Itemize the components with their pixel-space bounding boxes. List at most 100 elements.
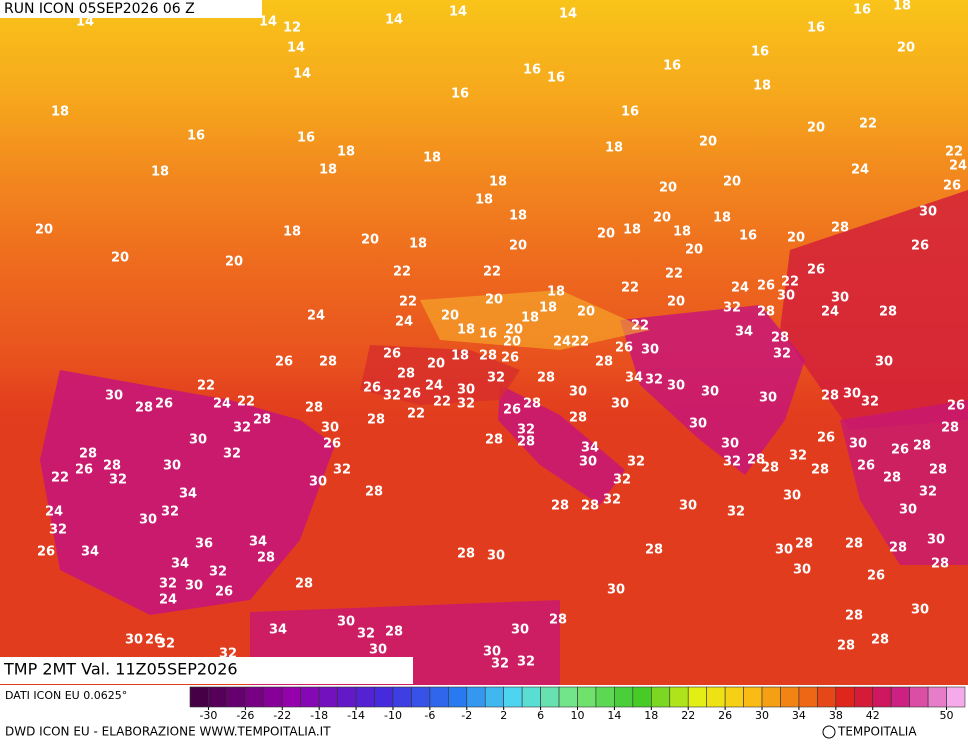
- temperature-label: 32: [603, 493, 621, 508]
- temperature-label: 16: [751, 45, 769, 60]
- temperature-label: 30: [849, 437, 867, 452]
- temperature-label: 30: [125, 633, 143, 648]
- temperature-label: 22: [51, 471, 69, 486]
- temperature-label: 24: [949, 159, 967, 174]
- temperature-label: 28: [761, 461, 779, 476]
- temperature-label: 30: [777, 289, 795, 304]
- temperature-label: 32: [491, 657, 509, 672]
- temperature-label: 32: [333, 463, 351, 478]
- temperature-label: 18: [337, 145, 355, 160]
- temperature-label: 28: [457, 547, 475, 562]
- colorbar-swatch: [614, 686, 634, 708]
- temperature-label: 28: [485, 433, 503, 448]
- colorbar-tick-label: 50: [940, 709, 954, 722]
- colorbar-tick-label: 22: [681, 709, 695, 722]
- temperature-label: 28: [871, 633, 889, 648]
- colorbar-swatch: [355, 686, 375, 708]
- temperature-label: 16: [297, 131, 315, 146]
- colorbar-tick-label: -26: [236, 709, 254, 722]
- colorbar-swatch: [540, 686, 560, 708]
- colorbar-swatch: [724, 686, 744, 708]
- temperature-label: 22: [407, 407, 425, 422]
- temperature-label: 26: [363, 381, 381, 396]
- temperature-label: 28: [795, 537, 813, 552]
- temperature-label: 14: [259, 15, 277, 30]
- temperature-label: 18: [457, 323, 475, 338]
- run-title: RUN ICON 05SEP2026 06 Z: [4, 1, 195, 17]
- temperature-label: 30: [679, 499, 697, 514]
- colorbar-swatch: [651, 686, 671, 708]
- temperature-label: 26: [943, 179, 961, 194]
- temperature-label: 20: [509, 239, 527, 254]
- temperature-label: 24: [159, 593, 177, 608]
- temperature-label: 26: [817, 431, 835, 446]
- temperature-label: 14: [449, 5, 467, 20]
- temperature-label: 22: [393, 265, 411, 280]
- colorbar: -30 -26 -22 -18 -14 -10 -6 -2 2 6 10 14 18 22 26 30 34 38…: [189, 686, 966, 722]
- temperature-label: 32: [517, 655, 535, 670]
- temperature-label: 32: [627, 455, 645, 470]
- colorbar-swatch: [521, 686, 541, 708]
- temperature-label: 28: [747, 453, 765, 468]
- temperature-label: 28: [771, 331, 789, 346]
- temperature-label: 30: [759, 391, 777, 406]
- temperature-label: 22: [665, 267, 683, 282]
- temperature-label: 16: [451, 87, 469, 102]
- temperature-label: 28: [257, 551, 275, 566]
- temperature-label: 16: [807, 21, 825, 36]
- temperature-label: 32: [487, 371, 505, 386]
- colorbar-swatch: [189, 686, 209, 708]
- colorbar-swatch: [872, 686, 892, 708]
- temperature-label: 28: [645, 543, 663, 558]
- colorbar-tick-label: 14: [607, 709, 621, 722]
- temperature-label: 28: [79, 447, 97, 462]
- temperature-label: 34: [581, 441, 599, 456]
- colorbar-swatch: [706, 686, 726, 708]
- colorbar-swatch: [503, 686, 523, 708]
- temperature-label: 30: [163, 459, 181, 474]
- temperature-label: 26: [37, 545, 55, 560]
- temperature-label: 28: [831, 221, 849, 236]
- temperature-label: 34: [269, 623, 287, 638]
- temperature-label: 28: [397, 367, 415, 382]
- temperature-label: 34: [81, 545, 99, 560]
- colorbar-tick-label: 42: [866, 709, 880, 722]
- temperature-label: 26: [911, 239, 929, 254]
- temperature-label: 30: [337, 615, 355, 630]
- temperature-label: 26: [947, 399, 965, 414]
- temperature-label: 16: [621, 105, 639, 120]
- colorbar-tick-label: -18: [310, 709, 328, 722]
- temperature-label: 26: [323, 437, 341, 452]
- temperature-label: 30: [919, 205, 937, 220]
- colorbar-swatch: [226, 686, 246, 708]
- temperature-label: 28: [757, 305, 775, 320]
- temperature-label: 30: [721, 437, 739, 452]
- temperature-label: 32: [723, 455, 741, 470]
- temperature-label: 18: [319, 163, 337, 178]
- temperature-label: 28: [385, 625, 403, 640]
- temperature-label: 28: [889, 541, 907, 556]
- temperature-label: 28: [879, 305, 897, 320]
- temperature-label: 28: [253, 413, 271, 428]
- temperature-label: 28: [295, 577, 313, 592]
- temperature-label: 28: [581, 499, 599, 514]
- colorbar-tick-label: -2: [461, 709, 472, 722]
- temperature-label: 18: [423, 151, 441, 166]
- temperature-label: 24: [851, 163, 869, 178]
- temperature-label: 32: [383, 389, 401, 404]
- colorbar-tick-label: -6: [424, 709, 435, 722]
- temperature-label: 18: [753, 79, 771, 94]
- temperature-label: 34: [179, 487, 197, 502]
- temperature-label: 30: [641, 343, 659, 358]
- temperature-label: 18: [151, 165, 169, 180]
- temperature-label: 30: [189, 433, 207, 448]
- colorbar-tick-label: 34: [792, 709, 806, 722]
- copyright-icon: [822, 725, 836, 739]
- temperature-label: 30: [843, 387, 861, 402]
- colorbar-swatch: [318, 686, 338, 708]
- temperature-label: 18: [623, 223, 641, 238]
- temperature-label: 30: [607, 583, 625, 598]
- colorbar-swatch: [632, 686, 652, 708]
- colorbar-swatch: [374, 686, 394, 708]
